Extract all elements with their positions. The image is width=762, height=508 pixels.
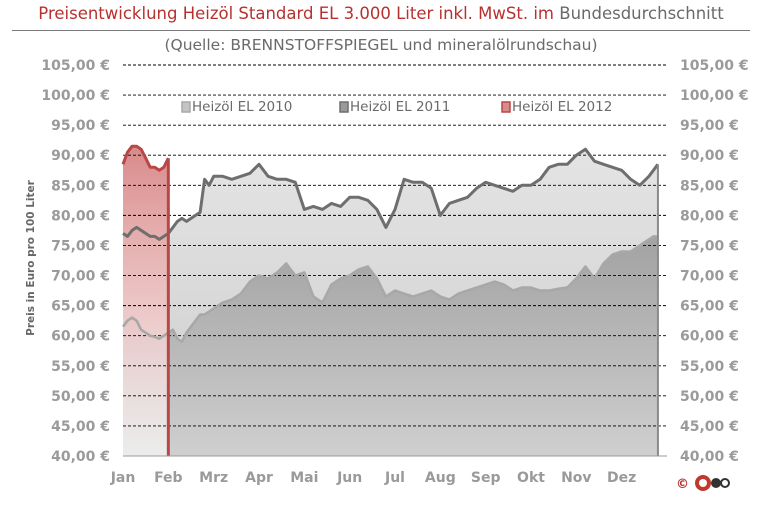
logo-dark-circle-icon <box>711 478 721 488</box>
chart-subtitle: (Quelle: BRENNSTOFFSPIEGEL und mineralöl… <box>164 36 598 54</box>
x-tick-label: Apr <box>245 470 273 486</box>
legend: Heizöl EL 2010 Heizöl EL 2011 Heizöl EL 20… <box>181 99 612 115</box>
legend-swatch <box>181 101 191 113</box>
y-tick-label-right: 80,00 € <box>680 208 739 224</box>
area-fill-2010 <box>123 236 658 456</box>
y-tick-label-left: 55,00 € <box>51 359 110 375</box>
y-tick-label-right: 85,00 € <box>680 178 739 194</box>
x-tick-label: Mrz <box>199 470 228 486</box>
y-tick-label-right: 55,00 € <box>680 359 739 375</box>
y-tick-label-left: 40,00 € <box>51 449 110 465</box>
y-tick-label-right: 40,00 € <box>680 449 739 465</box>
series-line-2012 <box>121 144 170 172</box>
x-tick-label: Mai <box>290 470 318 486</box>
x-tick-label: Aug <box>425 470 456 486</box>
x-tick-label: Nov <box>561 470 591 486</box>
y-tick-label-left: 90,00 € <box>51 148 110 164</box>
x-tick-label: Jun <box>336 470 362 486</box>
x-tick-label: Okt <box>517 470 545 486</box>
logo-inner-icon <box>699 479 707 487</box>
x-tick-label: Feb <box>154 470 183 486</box>
y-tick-label-right: 50,00 € <box>680 389 739 405</box>
y-ticks-right: 105,00 € 100,00 € 95,00 € 90,00 € 85,00 € 80,… <box>680 58 749 465</box>
legend-swatch <box>501 101 511 113</box>
y-tick-label-right: 45,00 € <box>680 419 739 435</box>
y-tick-label-left: 100,00 € <box>41 88 110 104</box>
y-tick-label-left: 60,00 € <box>51 329 110 345</box>
x-tick-label: Dez <box>607 470 636 486</box>
legend-swatch <box>339 101 349 113</box>
legend-label: Heizöl EL 2012 <box>512 99 612 115</box>
copyright-symbol: © <box>676 477 689 492</box>
y-tick-label-left: 65,00 € <box>51 299 110 315</box>
y-tick-label-right: 90,00 € <box>680 148 739 164</box>
y-tick-label-left: 50,00 € <box>51 389 110 405</box>
x-tick-label: Sep <box>471 470 501 486</box>
y-tick-label-right: 70,00 € <box>680 269 739 285</box>
y-tick-label-right: 100,00 € <box>680 88 749 104</box>
y-tick-label-left: 95,00 € <box>51 118 110 134</box>
x-tick-label: Jan <box>110 470 136 486</box>
logo-ring-icon <box>720 478 730 488</box>
gridlines <box>123 64 667 427</box>
y-tick-label-right: 105,00 € <box>680 58 749 74</box>
y-tick-label-right: 75,00 € <box>680 238 739 254</box>
series-lines <box>121 144 660 456</box>
y-tick-label-right: 65,00 € <box>680 299 739 315</box>
series-line-2011 <box>122 147 660 241</box>
title-divider <box>12 30 750 31</box>
y-tick-label-left: 70,00 € <box>51 269 110 285</box>
area-fills <box>123 146 658 456</box>
y-tick-label-right: 60,00 € <box>680 329 739 345</box>
x-ticks: Jan Feb Mrz Apr Mai Jun Jul Aug Sep Okt Nov Dez <box>110 470 637 486</box>
area-fill-2012 <box>123 146 169 456</box>
y-ticks-left: 105,00 € 100,00 € 95,00 € 90,00 € 85,00 € 80,… <box>41 58 110 465</box>
y-tick-label-left: 75,00 € <box>51 238 110 254</box>
y-tick-label-left: 105,00 € <box>41 58 110 74</box>
series-line-2010 <box>121 235 658 343</box>
chart-title: Preisentwicklung Heizöl Standard EL 3.00… <box>38 4 724 23</box>
legend-label: Heizöl EL 2011 <box>350 99 450 115</box>
x-tick-label: Jul <box>384 470 405 486</box>
y-tick-label-left: 45,00 € <box>51 419 110 435</box>
y-tick-label-left: 85,00 € <box>51 178 110 194</box>
copyright-logo: © <box>676 474 736 492</box>
y-tick-label-right: 95,00 € <box>680 118 739 134</box>
legend-label: Heizöl EL 2010 <box>192 99 292 115</box>
y-tick-label-left: 80,00 € <box>51 208 110 224</box>
